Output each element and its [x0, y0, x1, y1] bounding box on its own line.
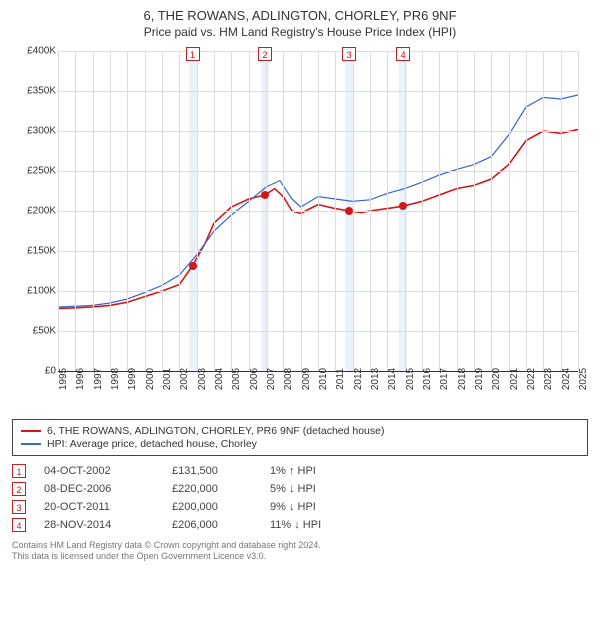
- gridline-v: [197, 51, 198, 371]
- legend-item: 6, THE ROWANS, ADLINGTON, CHORLEY, PR6 9…: [21, 425, 579, 437]
- footer-line2: This data is licensed under the Open Gov…: [12, 551, 588, 562]
- sale-row: 4 28-NOV-2014 £206,000 11% ↓ HPI: [12, 518, 588, 532]
- y-tick-label: £400K: [12, 46, 56, 57]
- sale-dot: [399, 202, 407, 210]
- y-tick-label: £0: [12, 366, 56, 377]
- y-tick-label: £200K: [12, 206, 56, 217]
- gridline-v: [283, 51, 284, 371]
- gridline-v: [162, 51, 163, 371]
- gridline-v: [474, 51, 475, 371]
- legend-swatch: [21, 430, 41, 432]
- gridline-v: [422, 51, 423, 371]
- sale-diff: 9% ↓ HPI: [270, 501, 380, 513]
- legend: 6, THE ROWANS, ADLINGTON, CHORLEY, PR6 9…: [12, 419, 588, 456]
- gridline-v: [231, 51, 232, 371]
- gridline-v: [439, 51, 440, 371]
- gridline-v: [578, 51, 579, 371]
- sale-price: £220,000: [172, 483, 252, 495]
- sales-table: 1 04-OCT-2002 £131,500 1% ↑ HPI 2 08-DEC-2006…: [12, 464, 588, 532]
- gridline-v: [491, 51, 492, 371]
- sale-price: £206,000: [172, 519, 252, 531]
- legend-label: HPI: Average price, detached house, Chor…: [47, 438, 257, 450]
- sale-dot: [189, 262, 197, 270]
- gridline-v: [75, 51, 76, 371]
- sale-row: 1 04-OCT-2002 £131,500 1% ↑ HPI: [12, 464, 588, 478]
- sale-marker-label: 1: [186, 47, 200, 61]
- y-tick-label: £300K: [12, 126, 56, 137]
- sale-row: 2 08-DEC-2006 £220,000 5% ↓ HPI: [12, 482, 588, 496]
- gridline-v: [179, 51, 180, 371]
- gridline-v: [266, 51, 267, 371]
- gridline-v: [145, 51, 146, 371]
- footer-line1: Contains HM Land Registry data © Crown c…: [12, 540, 588, 551]
- sale-date: 04-OCT-2002: [44, 465, 154, 477]
- sale-dot: [345, 207, 353, 215]
- sale-row: 3 20-OCT-2011 £200,000 9% ↓ HPI: [12, 500, 588, 514]
- gridline-v: [457, 51, 458, 371]
- sale-num: 3: [12, 500, 26, 514]
- gridline-v: [387, 51, 388, 371]
- gridline-v: [405, 51, 406, 371]
- sale-price: £131,500: [172, 465, 252, 477]
- gridline-v: [127, 51, 128, 371]
- chart-title-block: 6, THE ROWANS, ADLINGTON, CHORLEY, PR6 9…: [12, 8, 588, 39]
- sale-num: 1: [12, 464, 26, 478]
- gridline-v: [214, 51, 215, 371]
- gridline-v: [93, 51, 94, 371]
- legend-item: HPI: Average price, detached house, Chor…: [21, 438, 579, 450]
- sale-marker-label: 3: [342, 47, 356, 61]
- plot-area: 1234: [58, 51, 578, 371]
- gridline-v: [318, 51, 319, 371]
- gridline-v: [561, 51, 562, 371]
- sale-diff: 11% ↓ HPI: [270, 519, 380, 531]
- y-tick-label: £350K: [12, 86, 56, 97]
- gridline-v: [509, 51, 510, 371]
- gridline-v: [370, 51, 371, 371]
- gridline-v: [301, 51, 302, 371]
- sale-diff: 1% ↑ HPI: [270, 465, 380, 477]
- sale-price: £200,000: [172, 501, 252, 513]
- sale-marker-label: 4: [396, 47, 410, 61]
- gridline-v: [543, 51, 544, 371]
- chart: 1234 £0£50K£100K£150K£200K£250K£300K£350…: [12, 45, 588, 415]
- sale-diff: 5% ↓ HPI: [270, 483, 380, 495]
- y-tick-label: £50K: [12, 326, 56, 337]
- y-tick-label: £250K: [12, 166, 56, 177]
- x-tick-label: 2025: [578, 368, 600, 390]
- title-line2: Price paid vs. HM Land Registry's House …: [12, 25, 588, 39]
- gridline-v: [249, 51, 250, 371]
- y-tick-label: £150K: [12, 246, 56, 257]
- sale-date: 20-OCT-2011: [44, 501, 154, 513]
- title-line1: 6, THE ROWANS, ADLINGTON, CHORLEY, PR6 9…: [12, 8, 588, 23]
- sale-num: 2: [12, 482, 26, 496]
- gridline-v: [58, 51, 59, 371]
- legend-swatch: [21, 443, 41, 445]
- gridline-v: [335, 51, 336, 371]
- legend-label: 6, THE ROWANS, ADLINGTON, CHORLEY, PR6 9…: [47, 425, 384, 437]
- gridline-v: [110, 51, 111, 371]
- sale-date: 08-DEC-2006: [44, 483, 154, 495]
- y-tick-label: £100K: [12, 286, 56, 297]
- sale-marker-label: 2: [258, 47, 272, 61]
- sale-date: 28-NOV-2014: [44, 519, 154, 531]
- gridline-v: [526, 51, 527, 371]
- sale-num: 4: [12, 518, 26, 532]
- footer: Contains HM Land Registry data © Crown c…: [12, 540, 588, 563]
- sale-dot: [261, 191, 269, 199]
